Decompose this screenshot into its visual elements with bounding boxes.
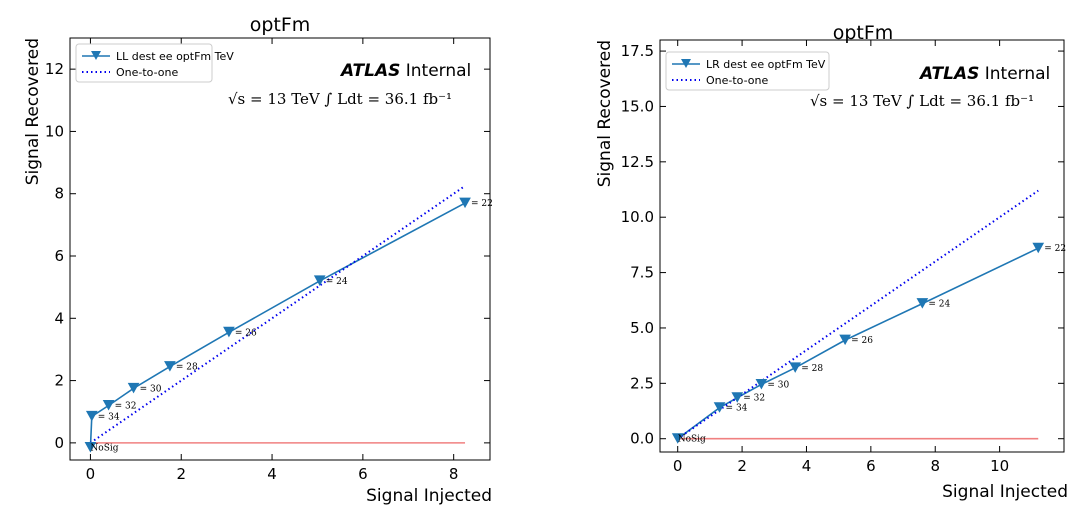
y-tick-label: 2.5 <box>630 374 654 392</box>
atlas-suffix: Internal <box>979 64 1050 84</box>
atlas-label: ATLAS Internal <box>918 64 1050 84</box>
data-marker <box>164 361 176 372</box>
data-marker <box>85 410 98 422</box>
data-marker <box>1032 242 1045 254</box>
y-axis-label: Signal Recovered <box>595 40 615 187</box>
x-tick-label: 8 <box>930 457 940 475</box>
x-tick-label: 2 <box>176 465 186 483</box>
point-label: = 34 <box>726 404 748 414</box>
atlas-label: ATLAS Internal <box>339 61 471 81</box>
y-tick-label: 15.0 <box>621 97 654 115</box>
y-tick-label: 17.5 <box>621 42 654 60</box>
legend-marker <box>91 51 101 60</box>
x-tick-label: 2 <box>737 457 747 475</box>
y-tick-label: 2 <box>54 372 64 390</box>
lumi-label: √s = 13 TeV ∫ Ldt = 36.1 fb⁻¹ <box>228 90 452 108</box>
chart-title: optFm <box>833 22 894 44</box>
y-tick-label: 5.0 <box>630 319 654 337</box>
data-marker <box>789 362 802 373</box>
data-marker <box>755 378 768 390</box>
data-marker <box>839 334 851 346</box>
point-label: = 26 <box>851 336 873 346</box>
point-label: = 24 <box>326 277 348 287</box>
chart-panel-1: optFm 0 2 4 6 8 0 2 4 6 8 10 12 NoSig = 34= 32= 30 = 28… <box>23 14 493 506</box>
data-marker <box>713 402 726 413</box>
chart-title: optFm <box>250 14 311 36</box>
chart-panel-2: optFm 0 2 4 6 8 10 0.0 2.5 5.0 7.5 10.0 12.5 15.0 17.5… <box>595 22 1068 502</box>
x-tick-label: 8 <box>449 465 459 483</box>
atlas-bold: ATLAS <box>918 64 979 84</box>
one-to-one-line <box>89 185 466 444</box>
plot-frame <box>69 37 491 461</box>
y-tick-label: 12.5 <box>621 153 654 171</box>
x-tick-label: 0 <box>673 457 683 475</box>
legend-label-one-to-one: One-to-one <box>706 74 768 87</box>
point-label: = 28 <box>176 363 198 373</box>
y-axis-label: Signal Recovered <box>23 38 43 185</box>
atlas-suffix: Internal <box>400 61 471 81</box>
point-label: = 32 <box>743 394 765 404</box>
data-marker <box>731 392 744 403</box>
x-tick-label: 0 <box>86 465 96 483</box>
legend-label-series: LL dest ee optFm TeV <box>116 50 234 63</box>
x-axis-label: Signal Injected <box>366 486 492 506</box>
data-marker <box>127 382 140 394</box>
data-marker <box>313 275 326 286</box>
point-label: = 24 <box>928 300 950 310</box>
x-tick-label: 6 <box>358 465 368 483</box>
x-tick-label: 6 <box>866 457 876 475</box>
point-label: = 22 <box>471 199 493 209</box>
y-tick-label: 0 <box>54 434 64 452</box>
y-tick-label: 8 <box>54 185 64 203</box>
y-tick-label: 10 <box>45 122 64 140</box>
y-tick-label: 10.0 <box>621 208 654 226</box>
point-label: = 30 <box>767 380 789 390</box>
atlas-bold: ATLAS <box>339 61 400 81</box>
point-label: NoSig <box>90 444 118 454</box>
legend-marker <box>681 59 691 68</box>
point-label: = 32 <box>115 401 137 411</box>
data-marker <box>223 326 235 338</box>
y-tick-label: 7.5 <box>630 264 654 282</box>
data-marker <box>459 197 471 209</box>
series-line <box>89 202 466 448</box>
x-tick-label: 10 <box>990 457 1009 475</box>
point-label: = 22 <box>1044 244 1066 254</box>
data-marker <box>102 399 115 411</box>
legend-label-series: LR dest ee optFm TeV <box>706 58 826 71</box>
y-tick-label: 6 <box>54 247 64 265</box>
y-tick-label: 4 <box>54 309 64 327</box>
x-tick-label: 4 <box>802 457 812 475</box>
data-marker <box>671 433 684 444</box>
point-label: NoSig <box>678 435 706 445</box>
legend-label-one-to-one: One-to-one <box>116 66 178 79</box>
legend-box <box>665 51 830 91</box>
point-label: = 28 <box>801 364 823 374</box>
x-axis-label: Signal Injected <box>942 482 1068 502</box>
lumi-label: √s = 13 TeV ∫ Ldt = 36.1 fb⁻¹ <box>810 92 1034 110</box>
point-label: = 30 <box>140 384 162 394</box>
y-tick-label: 12 <box>45 60 64 78</box>
data-marker <box>916 298 929 309</box>
point-label: = 26 <box>235 328 257 338</box>
plot-frame <box>659 39 1065 453</box>
point-label: = 34 <box>98 412 120 422</box>
data-marker <box>84 442 97 453</box>
x-tick-label: 4 <box>267 465 277 483</box>
y-tick-label: 0.0 <box>630 430 654 448</box>
